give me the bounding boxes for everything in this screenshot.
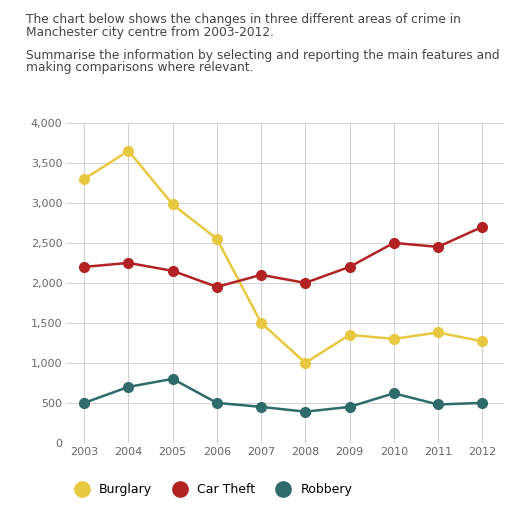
Text: Summarise the information by selecting and reporting the main features and: Summarise the information by selecting a…: [26, 49, 499, 61]
Text: The chart below shows the changes in three different areas of crime in: The chart below shows the changes in thr…: [26, 13, 460, 26]
Text: making comparisons where relevant.: making comparisons where relevant.: [26, 61, 253, 74]
Text: Manchester city centre from 2003-2012.: Manchester city centre from 2003-2012.: [26, 26, 273, 38]
Legend: Burglary, Car Theft, Robbery: Burglary, Car Theft, Robbery: [64, 478, 357, 501]
